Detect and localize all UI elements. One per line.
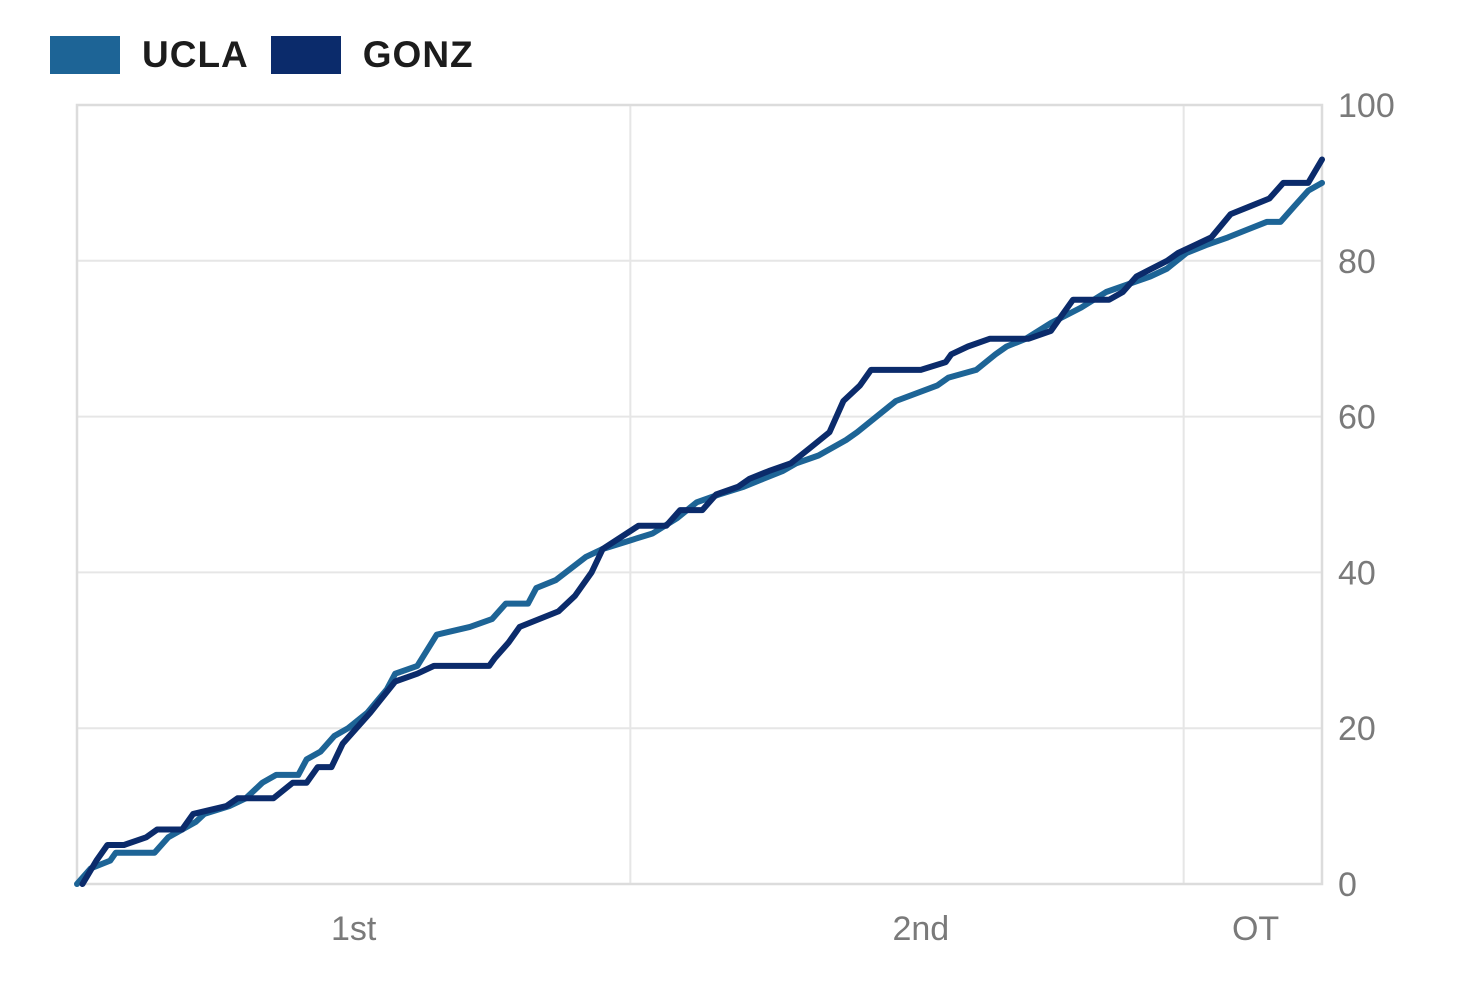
legend-label-gonz: GONZ [362, 34, 474, 75]
x-tick-label-ot: OT [1232, 910, 1279, 948]
y-tick-label-40: 40 [1338, 554, 1376, 592]
legend-item-ucla[interactable]: UCLA [50, 34, 249, 76]
legend: UCLA GONZ [50, 34, 496, 76]
y-tick-label-60: 60 [1338, 399, 1376, 437]
x-tick-label-2nd: 2nd [892, 910, 949, 948]
legend-label-ucla: UCLA [142, 34, 249, 75]
y-tick-label-80: 80 [1338, 243, 1376, 281]
y-tick-label-20: 20 [1338, 710, 1376, 748]
y-tick-label-0: 0 [1338, 866, 1357, 904]
series-line-gonz [79, 156, 1325, 887]
legend-swatch-ucla [50, 36, 120, 74]
legend-swatch-gonz [270, 36, 341, 74]
x-tick-label-1st: 1st [331, 910, 377, 948]
plot-frame [75, 103, 1324, 886]
y-tick-label-100: 100 [1338, 87, 1395, 125]
legend-item-gonz[interactable]: GONZ [270, 34, 474, 76]
series-line-ucla [74, 179, 1325, 887]
